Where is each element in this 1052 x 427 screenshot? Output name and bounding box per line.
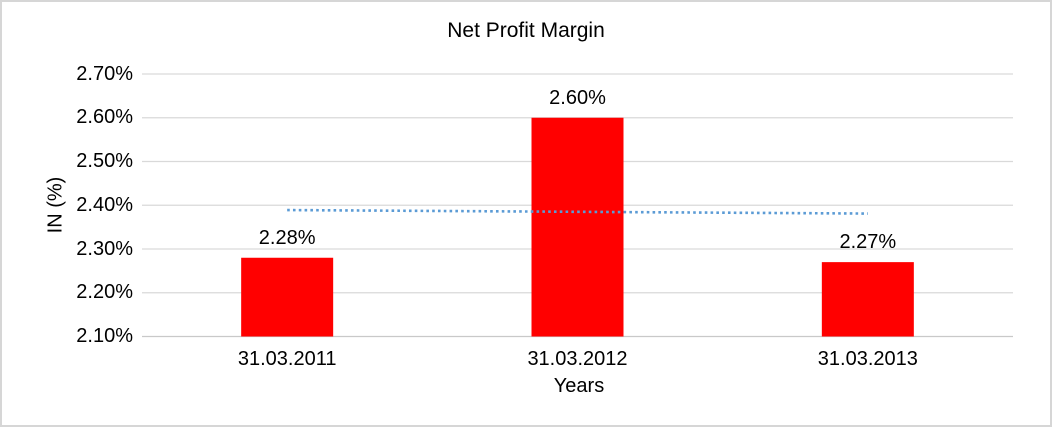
x-axis-tick-label: 31.03.2011	[237, 347, 337, 370]
data-label: 2.27%	[839, 231, 897, 254]
y-axis-tick-label: 2.60%	[76, 106, 133, 129]
y-axis-tick-label: 2.70%	[76, 62, 133, 85]
trendline	[287, 208, 868, 215]
y-axis-tick-label: 2.40%	[76, 193, 133, 216]
x-axis-title: Years	[553, 375, 605, 397]
y-axis-tick-label: 2.10%	[76, 325, 133, 347]
y-axis-tick-label: 2.20%	[76, 281, 133, 304]
chart-title: Net Profit Margin	[447, 19, 605, 42]
data-label: 2.60%	[549, 86, 606, 109]
y-axis-tick-label: 2.50%	[76, 150, 133, 172]
x-axis-tick-label: 31.03.2012	[527, 347, 628, 370]
data-label: 2.28%	[258, 226, 316, 249]
y-axis-tick-label: 2.30%	[76, 237, 133, 260]
x-axis-tick-label: 31.03.2013	[817, 347, 918, 370]
bar-31.03.2013	[821, 262, 914, 337]
bar-31.03.2012	[531, 117, 624, 337]
bar-31.03.2011	[241, 257, 334, 337]
